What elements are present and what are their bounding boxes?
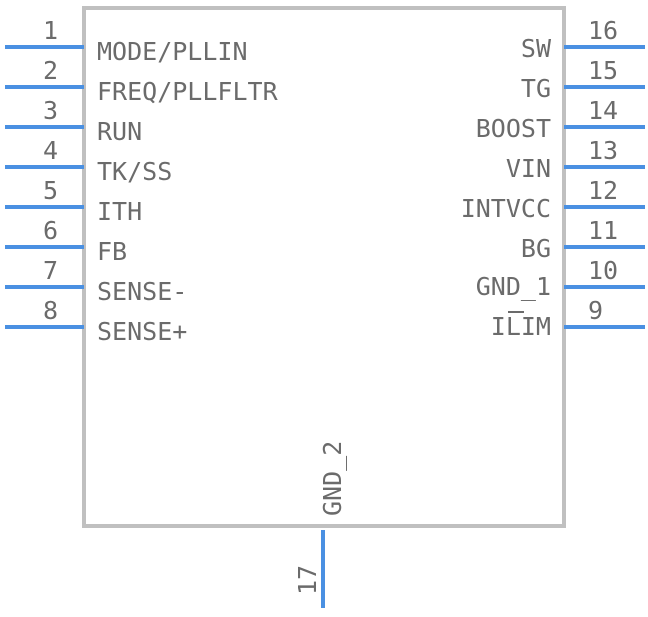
pin-name: RUN xyxy=(97,117,142,146)
pin-number: 7 xyxy=(43,256,58,285)
pin-name: BOOST xyxy=(476,114,551,143)
pin-number: 17 xyxy=(293,565,322,595)
pin-number: 2 xyxy=(43,56,58,85)
pin-number: 13 xyxy=(588,136,618,165)
pin-number: 10 xyxy=(588,256,618,285)
pin-number: 11 xyxy=(588,216,618,245)
pin-name: BG xyxy=(521,234,551,263)
pin-name: SW xyxy=(521,34,552,63)
pin-name: VIN xyxy=(506,154,551,183)
pin-name: TG xyxy=(521,74,551,103)
pin-name: GND_2 xyxy=(318,441,347,516)
pin-name: ILIM xyxy=(491,312,551,341)
pin-name: SENSE+ xyxy=(97,317,187,346)
pin-name: GND_1 xyxy=(476,272,551,301)
pin-number: 1 xyxy=(43,16,58,45)
pin-number: 6 xyxy=(43,216,58,245)
pin-name: FREQ/PLLFLTR xyxy=(97,77,279,106)
pin-name: ITH xyxy=(97,197,142,226)
pin-name: SENSE- xyxy=(97,277,187,306)
pin-name: FB xyxy=(97,237,127,266)
pin-name: TK/SS xyxy=(97,157,172,186)
pin-number: 8 xyxy=(43,296,58,325)
pin-number: 3 xyxy=(43,96,58,125)
pin-number: 14 xyxy=(588,96,618,125)
pin-number: 12 xyxy=(588,176,618,205)
pin-number: 9 xyxy=(588,296,603,325)
pin-number: 4 xyxy=(43,136,58,165)
pin-number: 5 xyxy=(43,176,58,205)
pin-name: INTVCC xyxy=(461,194,551,223)
pin-name: MODE/PLLIN xyxy=(97,37,248,66)
pin-number: 15 xyxy=(588,56,618,85)
pin-number: 16 xyxy=(588,16,618,45)
component-body xyxy=(82,6,566,528)
